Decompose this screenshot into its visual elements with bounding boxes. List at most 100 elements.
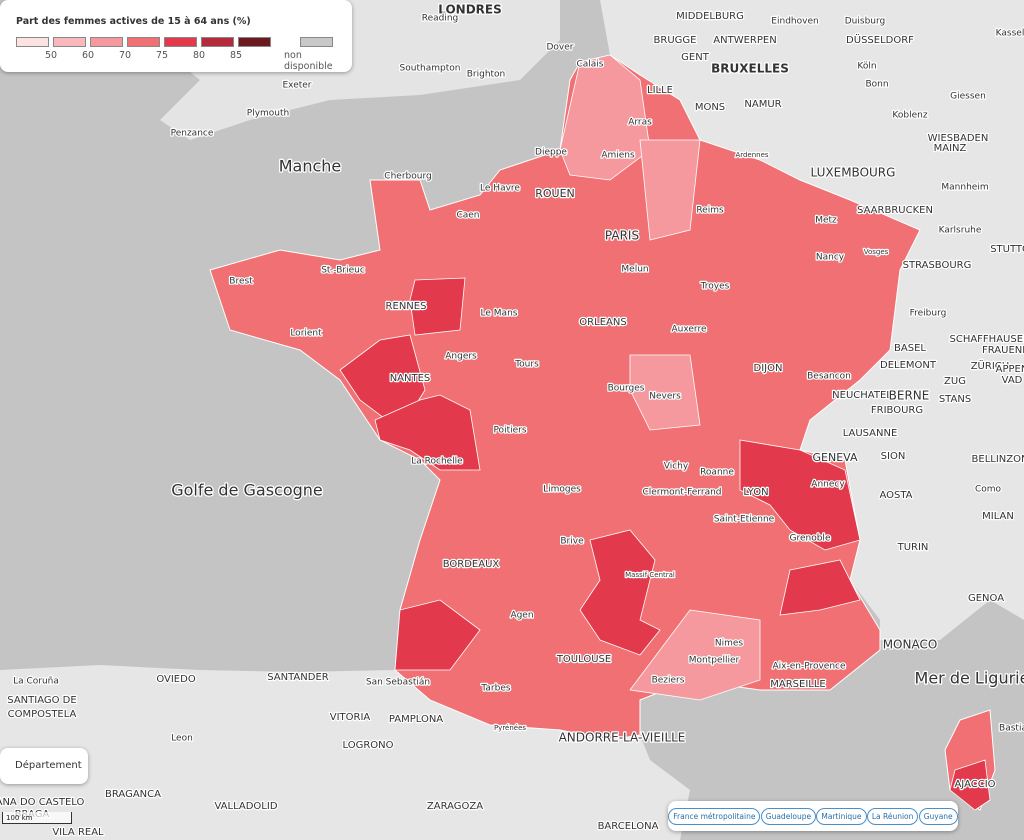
legend-swatch xyxy=(127,37,160,47)
place-label: GENOA xyxy=(968,593,1004,604)
place-label: Caen xyxy=(456,211,479,221)
place-label: Leon xyxy=(171,734,193,744)
scale-bar: 100 km xyxy=(2,812,72,824)
place-label: VALLADOLID xyxy=(214,801,277,812)
place-label: ANA DO CASTELO xyxy=(0,797,85,808)
department[interactable] xyxy=(374,394,481,471)
place-label: MARSEILLE xyxy=(770,679,826,690)
place-label: SAARBRUCKEN xyxy=(857,205,933,216)
department[interactable] xyxy=(639,139,701,241)
place-label: BELLINZON xyxy=(972,454,1024,465)
place-label: MILAN xyxy=(982,511,1014,522)
place-label: VITORIA xyxy=(330,712,371,723)
department[interactable] xyxy=(559,54,651,181)
place-label: Mannheim xyxy=(941,183,988,193)
place-label: Annecy xyxy=(811,480,845,490)
place-label: Exeter xyxy=(282,81,311,91)
place-label: LONDRES xyxy=(438,3,502,17)
place-label: Le Mans xyxy=(481,309,518,319)
place-label: Brest xyxy=(229,277,253,287)
place-label: SCHAFFHAUSEN xyxy=(949,334,1024,345)
place-label: BERNE xyxy=(889,389,930,403)
place-label: Brighton xyxy=(467,70,506,80)
place-label: ORLEANS xyxy=(579,317,626,328)
place-label: Saint-Etienne xyxy=(714,515,775,525)
legend-na-label: non disponible xyxy=(284,50,333,72)
place-label: Penzance xyxy=(171,129,214,139)
land-iberia xyxy=(0,665,690,840)
legend-threshold: 80 xyxy=(192,50,206,61)
place-label: Vosges xyxy=(864,248,889,256)
place-label: Como xyxy=(975,485,1002,495)
place-label: NAMUR xyxy=(744,99,781,110)
place-label: Tours xyxy=(514,360,539,370)
territory-button[interactable]: Guadeloupe xyxy=(760,807,817,825)
place-label: PARIS xyxy=(605,229,639,243)
place-label: MIDDELBURG xyxy=(676,11,744,22)
place-label: FRAUENF xyxy=(982,345,1024,356)
place-label: Ardennes xyxy=(735,151,768,159)
place-label: Troyes xyxy=(700,282,730,292)
layer-label: Département xyxy=(15,760,82,771)
place-label: Bonn xyxy=(865,80,888,90)
territory-button[interactable]: Martinique xyxy=(816,807,867,825)
legend-threshold: 50 xyxy=(44,50,58,61)
territory-bar: France métropolitaine Guadeloupe Martiniqu… xyxy=(668,801,958,831)
place-label: GENEVA xyxy=(813,451,858,464)
place-label: Manche xyxy=(279,157,342,176)
department[interactable] xyxy=(579,529,661,656)
place-label: Auxerre xyxy=(671,325,706,335)
place-label: Metz xyxy=(815,216,837,226)
place-label: Calais xyxy=(576,60,603,70)
place-label: AOSTA xyxy=(879,490,912,501)
place-label: Southampton xyxy=(400,64,461,74)
place-label: Köln xyxy=(857,62,876,72)
territory-button[interactable]: La Réunion xyxy=(866,807,919,825)
department[interactable] xyxy=(394,599,481,671)
place-label: Kassel xyxy=(996,29,1024,39)
legend-swatch xyxy=(164,37,197,47)
legend-swatch xyxy=(90,37,123,47)
place-label: BARCELONA xyxy=(598,821,659,832)
place-label: SANTIAGO DE xyxy=(7,695,76,706)
legend-swatch xyxy=(16,37,49,47)
territory-button[interactable]: France métropolitaine xyxy=(668,807,761,825)
place-label: ANTWERPEN xyxy=(713,35,776,46)
place-label: Massif Central xyxy=(625,571,675,579)
place-label: Bourges xyxy=(608,384,645,394)
department[interactable] xyxy=(779,559,861,616)
place-label: SION xyxy=(881,451,906,462)
department[interactable] xyxy=(339,334,426,431)
legend: Part des femmes actives de 15 à 64 ans (… xyxy=(0,0,352,72)
place-label: ZÜRICH xyxy=(971,359,1010,372)
department[interactable] xyxy=(409,277,466,336)
place-label: LILLE xyxy=(647,85,673,96)
place-label: BASEL xyxy=(894,343,926,354)
place-label: STRASBOURG xyxy=(903,260,972,271)
department[interactable] xyxy=(739,439,861,551)
place-label: FRIBOURG xyxy=(871,405,923,416)
department[interactable] xyxy=(629,609,761,701)
territory-button[interactable]: Guyane xyxy=(918,807,958,825)
place-label: St.-Brieuc xyxy=(321,266,365,276)
place-label: Vichy xyxy=(664,462,689,472)
department[interactable] xyxy=(629,354,701,431)
place-label: DIJON xyxy=(754,363,783,374)
place-label: BRUXELLES xyxy=(711,62,789,76)
place-label: APPEN xyxy=(996,364,1024,375)
place-label: MONACO xyxy=(883,638,938,652)
place-label: SANTANDER xyxy=(267,672,329,683)
layer-button[interactable]: Département xyxy=(0,748,88,784)
place-label: Besancon xyxy=(807,372,851,382)
place-label: Pyrénées xyxy=(494,724,526,732)
place-label: Grenoble xyxy=(790,534,831,544)
place-label: ZARAGOZA xyxy=(427,801,483,812)
legend-title: Part des femmes actives de 15 à 64 ans (… xyxy=(16,16,251,27)
place-label: San Sebastián xyxy=(366,678,430,688)
department[interactable] xyxy=(949,759,991,811)
place-label: Plymouth xyxy=(247,109,289,119)
place-label: Clermont-Ferrand xyxy=(642,488,721,498)
place-label: Mer de Ligurie xyxy=(915,669,1024,688)
place-label: La Rochelle xyxy=(411,457,463,467)
